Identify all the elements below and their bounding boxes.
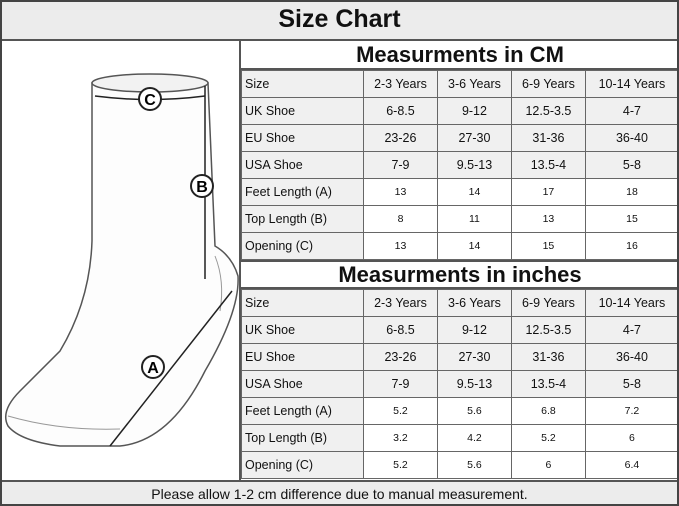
table-cell: 4-7 <box>584 316 679 344</box>
table-cell: 13 <box>363 178 438 206</box>
row-label: EU Shoe <box>241 124 364 152</box>
table-cell: 15 <box>584 205 679 233</box>
table-cell: 13 <box>510 205 586 233</box>
table-cell: 3-6 Years <box>436 70 512 98</box>
table-row: UK Shoe 6-8.5 9-12 12.5-3.5 4-7 <box>241 97 679 125</box>
table-row: Feet Length (A) 13 14 17 18 <box>241 178 679 206</box>
table-cell: 7-9 <box>363 370 438 398</box>
table-row: Top Length (B) 8 11 13 15 <box>241 205 679 233</box>
table-cell: 17 <box>510 178 586 206</box>
table-cell: 6-9 Years <box>510 70 586 98</box>
table-cell: 4.2 <box>436 424 512 452</box>
inches-section-title: Measurments in inches <box>241 260 679 289</box>
table-cell: 7-9 <box>363 151 438 179</box>
table-cell: 14 <box>436 178 512 206</box>
table-row: Opening (C) 13 14 15 16 <box>241 232 679 260</box>
label-c: C <box>138 87 162 111</box>
table-cell: 5.6 <box>436 397 512 425</box>
row-label: Opening (C) <box>241 451 364 479</box>
row-label: EU Shoe <box>241 343 364 371</box>
cm-table: Size 2-3 Years 3-6 Years 6-9 Years 10-14 Yea… <box>241 70 679 260</box>
row-label: Size <box>241 289 364 317</box>
row-label: USA Shoe <box>241 370 364 398</box>
table-cell: 36-40 <box>584 124 679 152</box>
table-row: Feet Length (A) 5.2 5.6 6.8 7.2 <box>241 397 679 425</box>
table-cell: 5.2 <box>510 424 586 452</box>
table-cell: 5-8 <box>584 370 679 398</box>
table-cell: 31-36 <box>510 343 586 371</box>
cm-section-title: Measurments in CM <box>241 41 679 70</box>
table-cell: 6.8 <box>510 397 586 425</box>
table-cell: 27-30 <box>436 343 512 371</box>
label-a: A <box>141 355 165 379</box>
table-cell: 2-3 Years <box>363 289 438 317</box>
table-cell: 12.5-3.5 <box>510 97 586 125</box>
table-cell: 2-3 Years <box>363 70 438 98</box>
table-cell: 6-8.5 <box>363 97 438 125</box>
table-cell: 6.4 <box>584 451 679 479</box>
table-cell: 9-12 <box>436 97 512 125</box>
row-label: UK Shoe <box>241 97 364 125</box>
table-row: UK Shoe 6-8.5 9-12 12.5-3.5 4-7 <box>241 316 679 344</box>
table-cell: 10-14 Years <box>584 289 679 317</box>
table-cell: 16 <box>584 232 679 260</box>
table-cell: 7.2 <box>584 397 679 425</box>
table-cell: 13 <box>363 232 438 260</box>
label-b: B <box>190 174 214 198</box>
table-cell: 9.5-13 <box>436 370 512 398</box>
table-row: EU Shoe 23-26 27-30 31-36 36-40 <box>241 124 679 152</box>
table-row: EU Shoe 23-26 27-30 31-36 36-40 <box>241 343 679 371</box>
svg-text:B: B <box>196 179 208 196</box>
svg-text:A: A <box>147 360 159 377</box>
size-tables: Measurments in CM Size 2-3 Years 3-6 Years… <box>241 41 679 480</box>
table-cell: 23-26 <box>363 343 438 371</box>
row-label: Feet Length (A) <box>241 178 364 206</box>
table-cell: 9-12 <box>436 316 512 344</box>
sock-diagram: C B A <box>0 41 241 480</box>
table-row: Size 2-3 Years 3-6 Years 6-9 Years 10-14 Yea… <box>241 289 679 317</box>
row-label: Feet Length (A) <box>241 397 364 425</box>
table-cell: 31-36 <box>510 124 586 152</box>
row-label: Size <box>241 70 364 98</box>
svg-text:C: C <box>144 92 156 109</box>
table-cell: 6 <box>510 451 586 479</box>
table-cell: 10-14 Years <box>584 70 679 98</box>
table-cell: 14 <box>436 232 512 260</box>
table-cell: 36-40 <box>584 343 679 371</box>
table-cell: 18 <box>584 178 679 206</box>
table-row: Opening (C) 5.2 5.6 6 6.4 <box>241 451 679 479</box>
table-cell: 5.2 <box>363 397 438 425</box>
table-cell: 6-9 Years <box>510 289 586 317</box>
table-cell: 5.2 <box>363 451 438 479</box>
table-cell: 12.5-3.5 <box>510 316 586 344</box>
table-cell: 27-30 <box>436 124 512 152</box>
table-row: USA Shoe 7-9 9.5-13 13.5-4 5-8 <box>241 370 679 398</box>
row-label: Opening (C) <box>241 232 364 260</box>
inches-table: Size 2-3 Years 3-6 Years 6-9 Years 10-14 Yea… <box>241 289 679 479</box>
page-title: Size Chart <box>0 0 679 41</box>
footer-note: Please allow 1-2 cm difference due to ma… <box>0 480 679 506</box>
table-cell: 13.5-4 <box>510 370 586 398</box>
row-label: UK Shoe <box>241 316 364 344</box>
table-cell: 6-8.5 <box>363 316 438 344</box>
table-cell: 3.2 <box>363 424 438 452</box>
table-row: Size 2-3 Years 3-6 Years 6-9 Years 10-14 Yea… <box>241 70 679 98</box>
